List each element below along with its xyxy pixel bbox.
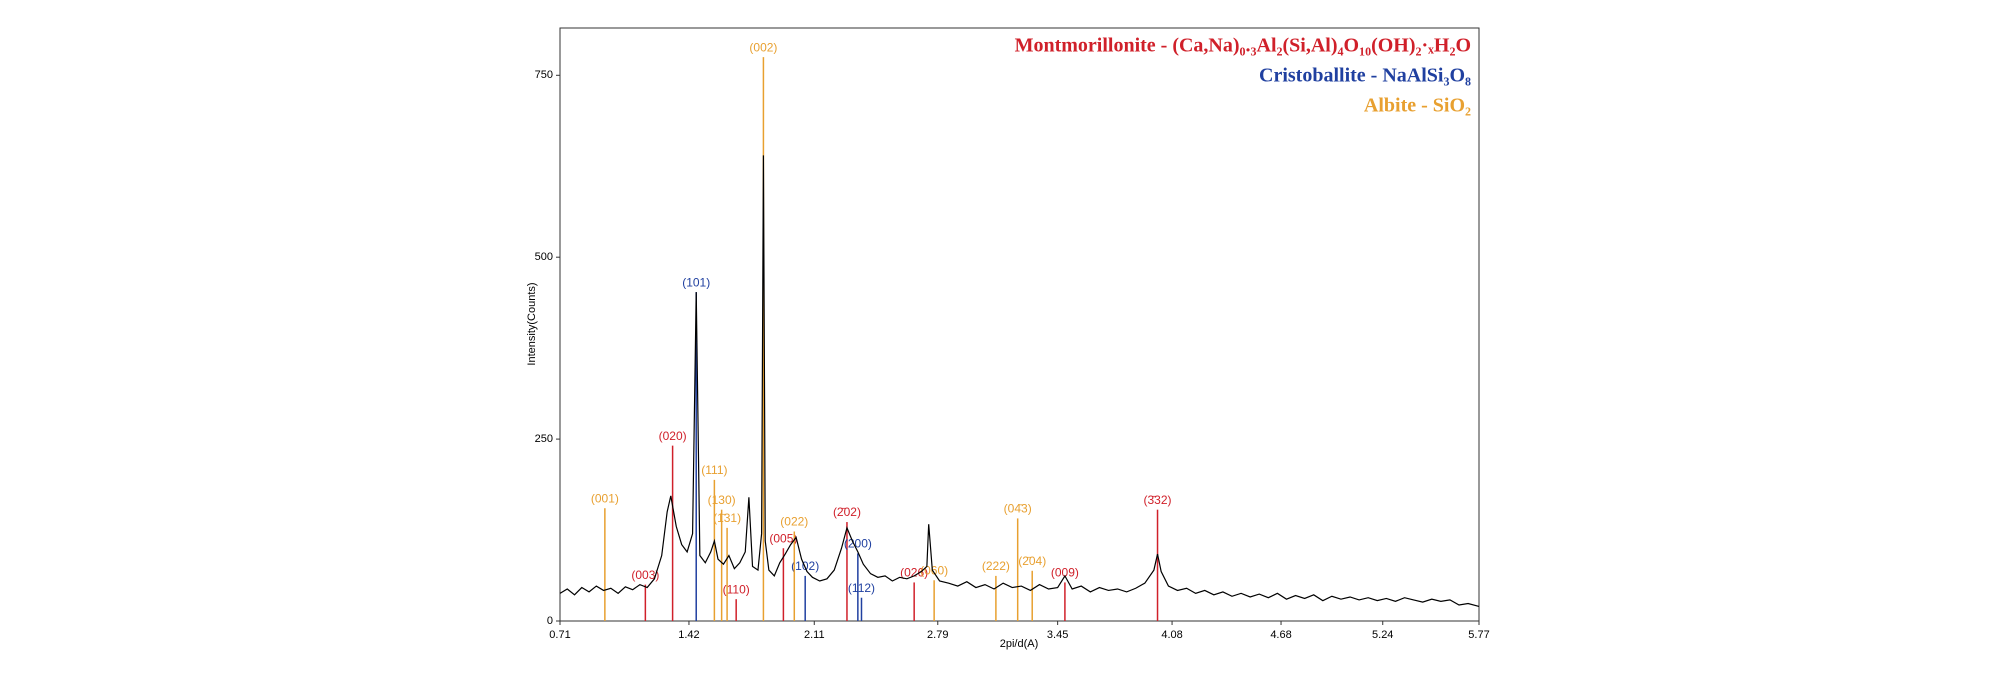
x-tick-label: 0.71 xyxy=(549,629,570,641)
y-tick-label: 500 xyxy=(535,251,553,263)
peak-label: (110) xyxy=(723,582,750,596)
peak-label: (020) xyxy=(659,429,687,443)
x-tick-label: 4.68 xyxy=(1270,629,1291,641)
legend-entry: Montmorillonite - (Ca,Na)₀.₃Al₂(Si,Al)₄O… xyxy=(1015,35,1471,57)
legend-entry: Albite - SiO₂ xyxy=(1364,95,1471,117)
peak-label: (022) xyxy=(780,515,808,529)
peak-label: (060) xyxy=(920,563,948,577)
peak-label: (04̄3) xyxy=(1004,502,1032,516)
y-axis-label: Intensity(Counts) xyxy=(526,282,538,365)
peak-label: (222) xyxy=(982,559,1010,573)
peak-label: (111) xyxy=(701,463,727,477)
peak-label: (112) xyxy=(848,581,875,595)
legend-entry: Cristoballite - NaAlSi₃O₈ xyxy=(1259,65,1471,87)
y-tick-label: 0 xyxy=(547,615,553,627)
peak-label: (101) xyxy=(682,275,710,289)
x-tick-label: 2.79 xyxy=(927,629,948,641)
x-tick-label: 5.77 xyxy=(1468,629,1489,641)
peak-label: (2̄02) xyxy=(833,505,861,519)
peak-label: (005) xyxy=(769,531,797,545)
x-tick-label: 5.24 xyxy=(1372,629,1393,641)
x-axis-label: 2pi/d(A) xyxy=(1000,638,1039,650)
peak-label: (002) xyxy=(749,40,777,54)
x-tick-label: 3.45 xyxy=(1047,629,1068,641)
x-tick-label: 2.11 xyxy=(804,629,825,641)
x-tick-label: 4.08 xyxy=(1161,629,1182,641)
peak-label: (009) xyxy=(1051,566,1079,580)
peak-label: (200) xyxy=(844,537,872,551)
peak-label: (003) xyxy=(631,568,659,582)
peak-label: (026) xyxy=(900,566,928,580)
peak-label: (2̄04) xyxy=(1018,554,1046,568)
intensity-trace xyxy=(559,155,1480,608)
peak-label: (3̄32) xyxy=(1144,493,1172,507)
x-tick-label: 1.42 xyxy=(678,629,699,641)
y-tick-label: 750 xyxy=(535,69,553,81)
peak-label: (001) xyxy=(591,491,619,505)
peak-label: (1̄31) xyxy=(713,511,741,525)
plot-frame xyxy=(559,27,1480,622)
peak-label: (130) xyxy=(708,493,736,507)
y-tick-label: 250 xyxy=(535,433,553,445)
